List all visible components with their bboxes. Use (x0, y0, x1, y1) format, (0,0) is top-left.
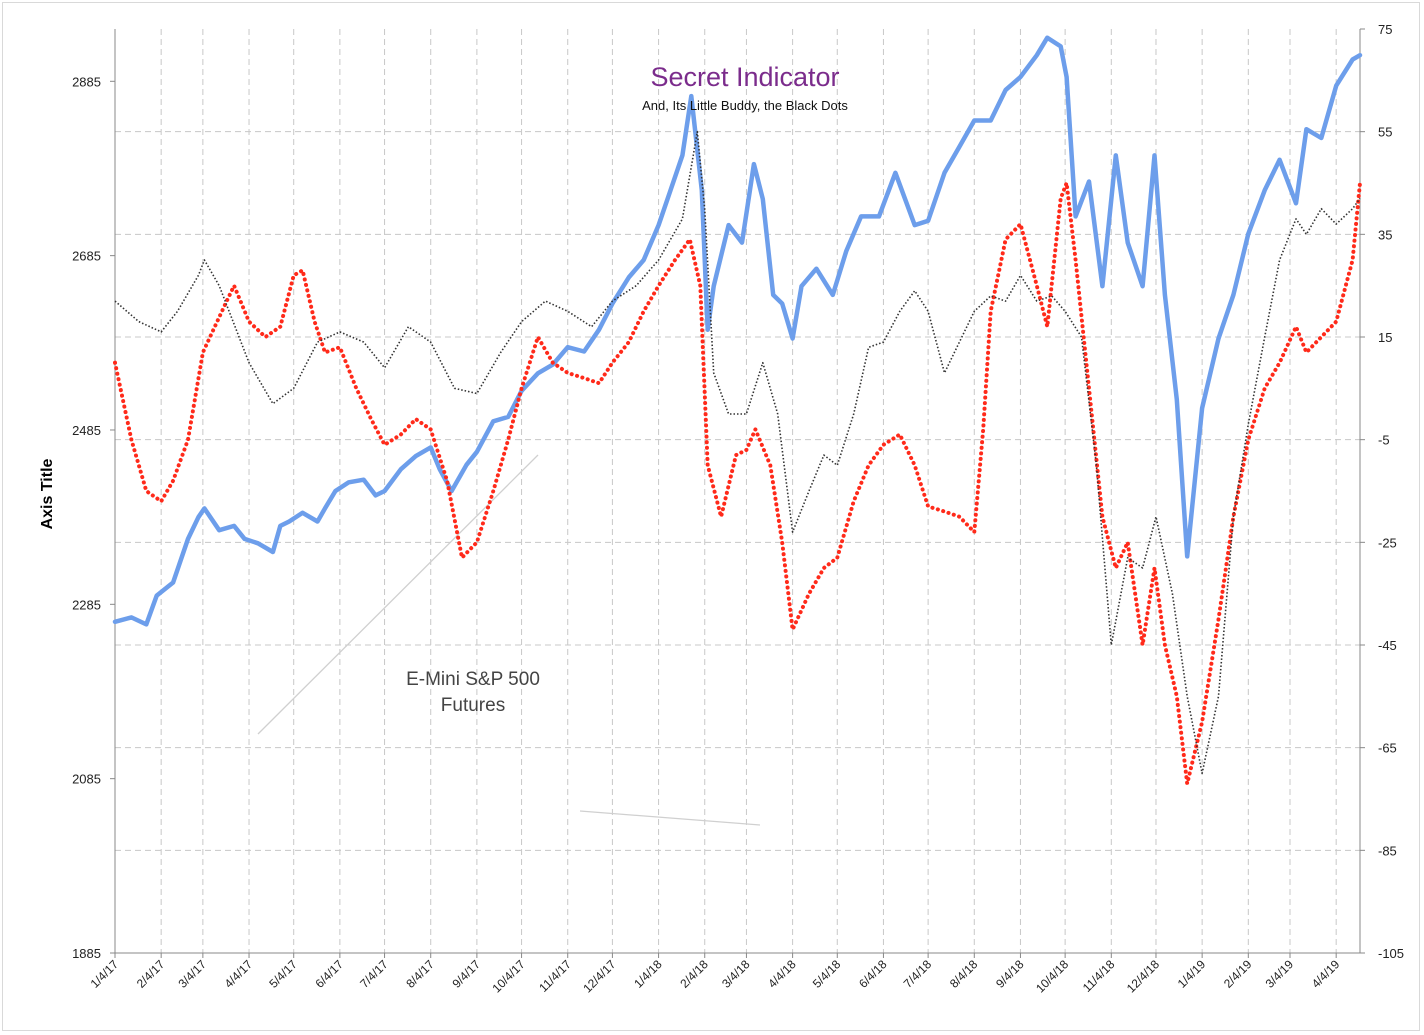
y-left-tick-label: 2285 (72, 597, 101, 612)
x-tick-label: 4/4/18 (765, 957, 799, 991)
plot-area (112, 35, 1363, 786)
annotation-line-1: E-Mini S&P 500 (406, 669, 540, 690)
y-right-tick-label: -65 (1378, 741, 1397, 756)
x-tick-label: 3/4/17 (175, 957, 209, 991)
gridlines (114, 29, 1360, 953)
x-tick-label: 9/4/18 (993, 957, 1027, 991)
x-tick-label: 11/4/18 (1080, 957, 1118, 995)
x-tick-label: 8/4/17 (403, 957, 437, 991)
x-tick-label: 1/4/17 (88, 957, 122, 991)
series-line-secret-indicator (113, 181, 1362, 786)
y-left-tick-label: 1885 (72, 946, 101, 961)
x-tick-label: 11/4/17 (536, 957, 574, 995)
series-line-black-dots (114, 130, 1361, 775)
y-left-tick-label: 2085 (72, 772, 101, 787)
x-tick-label: 4/4/19 (1309, 957, 1343, 991)
x-tick-label: 5/4/18 (810, 957, 844, 991)
y-right-tick-label: -5 (1378, 433, 1390, 448)
x-tick-label: 7/4/18 (901, 957, 935, 991)
annotation-leader-lines (257, 454, 761, 826)
y-right-tick-label: -45 (1378, 638, 1397, 653)
x-tick-label: 10/4/17 (489, 957, 527, 995)
annotation-line-2: Futures (441, 695, 505, 716)
chart-subtitle: And, Its Little Buddy, the Black Dots (642, 98, 848, 113)
x-tick-label: 5/4/17 (266, 957, 300, 991)
x-tick-label: 3/4/18 (719, 957, 753, 991)
x-tick-label: 6/4/18 (856, 957, 890, 991)
series-line-es-futures (112, 35, 1363, 627)
y-left-tick-label: 2485 (72, 423, 101, 438)
y-right-tick-label: -105 (1378, 946, 1404, 961)
x-tick-label: 2/4/19 (1221, 957, 1255, 991)
annotation-leader-line (579, 810, 761, 826)
x-tick-label: 7/4/17 (357, 957, 391, 991)
y-right-tick-label: -25 (1378, 535, 1397, 550)
annotation-leader-line (257, 454, 539, 735)
x-tick-label: 1/4/18 (631, 957, 665, 991)
x-tick-label: 3/4/19 (1263, 957, 1297, 991)
x-tick-label: 2/4/17 (134, 957, 168, 991)
x-tick-label: 6/4/17 (312, 957, 346, 991)
y-right-tick-label: 35 (1378, 227, 1392, 242)
x-tick-label: 8/4/18 (947, 957, 981, 991)
y-right-tick-label: 55 (1378, 125, 1392, 140)
y-right-tick-label: 75 (1378, 22, 1392, 37)
x-tick-label: 4/4/17 (222, 957, 256, 991)
left-axis-title: Axis Title (39, 458, 56, 529)
axes (110, 28, 1365, 958)
x-tick-label: 9/4/17 (450, 957, 484, 991)
y-left-tick-label: 2885 (72, 74, 101, 89)
x-tick-label: 2/4/18 (677, 957, 711, 991)
x-tick-label: 1/4/19 (1175, 957, 1209, 991)
tick-labels: 1/4/17 2/4/17 3/4/17 4/4/17 5/4/17 6/4/17 7/4/… (72, 22, 1404, 995)
y-right-tick-label: 15 (1378, 330, 1392, 345)
x-tick-label: 10/4/18 (1033, 957, 1071, 995)
y-right-tick-label: -85 (1378, 843, 1397, 858)
y-left-tick-label: 2685 (72, 249, 101, 264)
x-tick-label: 12/4/17 (580, 957, 618, 995)
chart-title: Secret Indicator (650, 62, 839, 92)
x-tick-label: 12/4/18 (1124, 957, 1162, 995)
